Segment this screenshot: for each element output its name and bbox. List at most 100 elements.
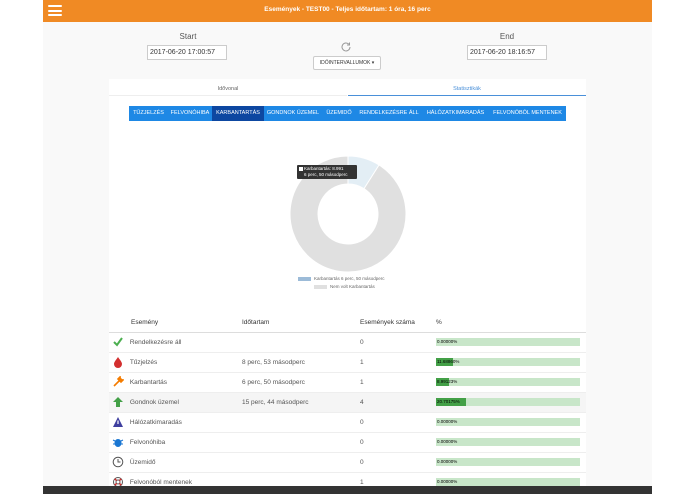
warning-icon xyxy=(113,417,123,427)
hamburger-menu-icon[interactable] xyxy=(48,5,62,16)
duration-cell xyxy=(239,452,357,473)
percent-bar: 0.00000% xyxy=(436,478,580,486)
table-row[interactable]: Tűzjelzés 8 perc, 53 másodperc 1 11.68860% xyxy=(109,352,586,373)
percent-cell: 0.00000% xyxy=(433,332,586,353)
refresh-icon[interactable] xyxy=(340,41,352,53)
end-datetime-input[interactable]: 2017-06-20 18:16:57 xyxy=(467,45,547,60)
percent-value: 0.00000% xyxy=(437,419,458,424)
chip-karbantartás[interactable]: KARBANTARTÁS xyxy=(212,106,264,121)
table-row[interactable]: Rendelkezésre áll 0 0.00000% xyxy=(109,332,586,353)
chip-üzemidő[interactable]: ÜZEMIDŐ xyxy=(326,110,352,116)
duration-cell xyxy=(239,332,357,353)
tab-statistics[interactable]: Statisztikák xyxy=(348,82,586,96)
app-frame: Események - TEST00 - Teljes időtartam: 1… xyxy=(43,0,652,494)
count-cell: 0 xyxy=(357,332,433,353)
percent-value: 8.99123% xyxy=(437,379,458,384)
interval-dropdown-button[interactable]: IDŐINTERVALLUMOK ▾ xyxy=(313,56,381,70)
count-cell: 1 xyxy=(357,352,433,373)
percent-cell: 0.00000% xyxy=(433,452,586,473)
page-title: Események - TEST00 - Teljes időtartam: 1… xyxy=(264,6,431,13)
duration-cell xyxy=(239,412,357,433)
chip-felvonóhiba[interactable]: FELVONÓHIBA xyxy=(170,110,210,116)
chip-rendelkezésre-áll[interactable]: RENDELKEZÉSRE ÁLL xyxy=(359,110,419,116)
table-row[interactable]: Gondnok üzemel 15 perc, 44 másodperc 4 20.7… xyxy=(109,392,586,413)
tab-timeline[interactable]: Idővonal xyxy=(109,82,347,96)
table-row[interactable]: Karbantartás 6 perc, 50 másodperc 1 8.99123… xyxy=(109,372,586,393)
percent-value: 20.70175% xyxy=(437,399,460,404)
percent-cell: 8.99123% xyxy=(433,372,586,393)
event-name: Üzemidő xyxy=(129,458,156,466)
duration-cell xyxy=(239,432,357,453)
percent-bar: 11.68860% xyxy=(436,358,580,366)
top-bar: Események - TEST00 - Teljes időtartam: 1… xyxy=(43,0,652,22)
start-datetime-input[interactable]: 2017-06-20 17:00:57 xyxy=(147,45,227,60)
percent-value: 11.68860% xyxy=(437,359,460,364)
event-cell: Gondnok üzemel xyxy=(109,392,239,413)
event-cell: Felvonóhiba xyxy=(109,432,239,453)
percent-cell: 0.00000% xyxy=(433,412,586,433)
clock-icon xyxy=(112,456,124,468)
event-cell: Rendelkezésre áll xyxy=(109,332,239,353)
chip-tűzjelzés[interactable]: TŰZJELZÉS xyxy=(133,110,164,116)
percent-bar: 0.00000% xyxy=(436,338,580,346)
event-name: Hálózatkimaradás xyxy=(129,418,182,426)
percent-value: 0.00000% xyxy=(437,339,458,344)
percent-cell: 20.70175% xyxy=(433,392,586,413)
tooltip-line-1: Karbantartás: 8.991 xyxy=(304,166,344,171)
percent-cell: 11.68860% xyxy=(433,352,586,373)
percent-cell: 0.00000% xyxy=(433,432,586,453)
duration-cell: 6 perc, 50 másodperc xyxy=(239,372,357,393)
event-name: Rendelkezésre áll xyxy=(129,338,182,346)
tooltip-line-2: 6 perc, 50 másodperc xyxy=(304,172,348,177)
percent-bar-fill xyxy=(436,398,466,406)
percent-bar: 8.99123% xyxy=(436,378,580,386)
legend-item-nem-volt: Nem volt Karbantartás xyxy=(330,284,375,289)
event-cell: Karbantartás xyxy=(109,372,239,393)
event-name: Karbantartás xyxy=(129,378,168,386)
table-row[interactable]: Felvonóhiba 0 0.00000% xyxy=(109,432,586,453)
tooltip-swatch xyxy=(299,167,303,171)
chip-felvonóból-mentenek[interactable]: FELVONÓBÓL MENTENEK xyxy=(493,110,562,116)
event-type-chip-bar: TŰZJELZÉS FELVONÓHIBA KARBANTARTÁS GONDNOK … xyxy=(129,106,566,121)
bug-icon xyxy=(112,439,124,447)
event-name: Felvonóból mentenek xyxy=(129,478,192,486)
percent-bar: 0.00000% xyxy=(436,418,580,426)
duration-cell: 15 perc, 44 másodperc xyxy=(239,392,357,413)
col-header-percent: % xyxy=(433,314,586,333)
legend-item-karbantartas: Karbantartás 6 perc, 50 másodperc xyxy=(314,276,385,281)
events-table: Esemény Időtartam Események száma % Rend… xyxy=(109,314,586,493)
col-header-count: Események száma xyxy=(357,314,433,333)
count-cell: 4 xyxy=(357,392,433,413)
event-name: Tűzjelzés xyxy=(129,358,158,366)
legend-swatch-karbantartas xyxy=(298,277,311,281)
chip-hálózatkimaradás[interactable]: HÁLÓZATKIMARADÁS xyxy=(426,110,485,116)
start-label: Start xyxy=(179,32,197,41)
event-cell: Hálózatkimaradás xyxy=(109,412,239,433)
percent-bar: 20.70175% xyxy=(436,398,580,406)
count-cell: 0 xyxy=(357,432,433,453)
arrow-up-icon xyxy=(113,397,123,407)
col-header-event: Esemény xyxy=(109,314,239,333)
table-row[interactable]: Hálózatkimaradás 0 0.00000% xyxy=(109,412,586,433)
event-name: Gondnok üzemel xyxy=(129,398,179,406)
fire-drop-icon xyxy=(114,357,122,368)
legend-swatch-nem-volt xyxy=(314,285,327,289)
percent-bar: 0.00000% xyxy=(436,438,580,446)
event-cell: Üzemidő xyxy=(109,452,239,473)
percent-value: 0.00000% xyxy=(437,459,458,464)
duration-cell: 8 perc, 53 másodperc xyxy=(239,352,357,373)
percent-bar-fill xyxy=(436,378,449,386)
stats-card: Idővonal Statisztikák TŰZJELZÉS FELVONÓHI… xyxy=(109,79,586,494)
percent-bar-fill xyxy=(436,358,453,366)
chart-tooltip: Karbantartás: 8.991 6 perc, 50 másodperc xyxy=(297,165,357,179)
col-header-duration: Időtartam xyxy=(239,314,357,333)
count-cell: 0 xyxy=(357,452,433,473)
chip-gondnok-üzemel[interactable]: GONDNOK ÜZEMEL xyxy=(266,110,320,116)
main-panel: Start 2017-06-20 17:00:57 End 2017-06-20… xyxy=(43,22,652,494)
footer-bar xyxy=(43,486,652,494)
table-header-row: Esemény Időtartam Események száma % xyxy=(109,314,586,333)
table-row[interactable]: Üzemidő 0 0.00000% xyxy=(109,452,586,473)
count-cell: 0 xyxy=(357,412,433,433)
percent-value: 0.00000% xyxy=(437,439,458,444)
count-cell: 1 xyxy=(357,372,433,393)
